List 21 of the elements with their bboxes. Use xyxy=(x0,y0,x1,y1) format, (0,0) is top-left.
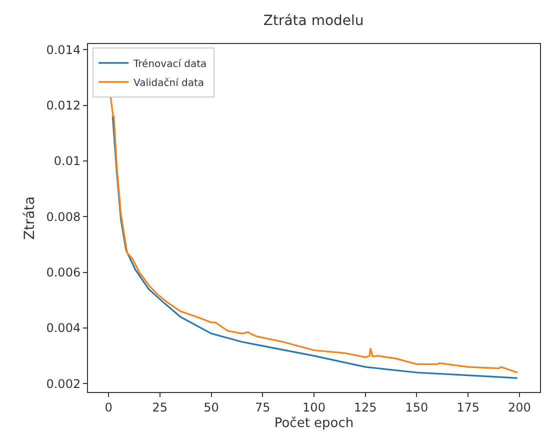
y-tick-label: 0.006 xyxy=(46,265,81,280)
y-tick-label: 0.008 xyxy=(46,210,81,224)
x-tick-label: 100 xyxy=(302,400,326,414)
y-tick-label: 0.012 xyxy=(46,98,81,112)
x-tick-label: 200 xyxy=(508,400,531,414)
y-tick-label: 0.01 xyxy=(54,154,81,168)
x-tick-label: 50 xyxy=(204,400,219,414)
y-axis-title: Ztráta xyxy=(22,196,38,240)
x-axis-title: Počet epoch xyxy=(274,416,354,431)
y-tick-label: 0.002 xyxy=(46,376,81,391)
x-tick-label: 150 xyxy=(405,400,428,414)
y-tick-label: 0.014 xyxy=(46,42,81,57)
x-tick-label: 25 xyxy=(152,400,168,414)
x-tick-label: 175 xyxy=(456,400,480,414)
x-tick-label: 125 xyxy=(354,400,377,414)
legend-label: Trénovací data xyxy=(132,58,207,70)
x-tick-label: 75 xyxy=(255,400,270,414)
legend-label: Validační data xyxy=(134,78,204,89)
x-tick-label: 0 xyxy=(104,400,112,414)
chart-title: Ztráta modelu xyxy=(263,13,364,30)
y-tick-label: 0.004 xyxy=(46,321,81,336)
